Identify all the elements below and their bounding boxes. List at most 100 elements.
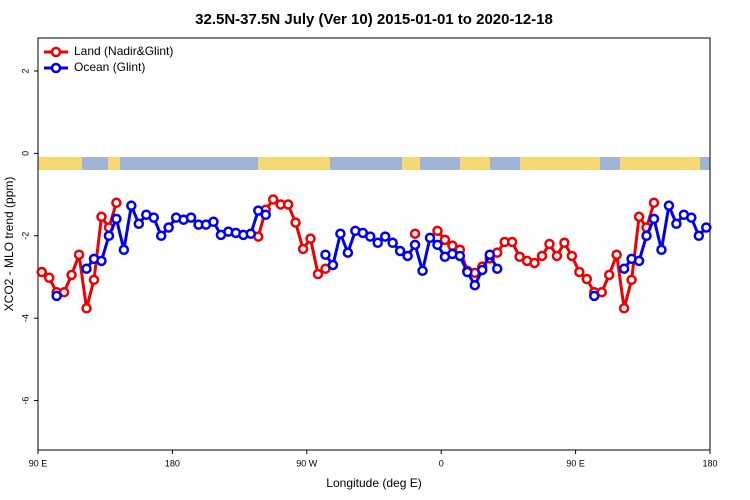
x-tick-label: 180 xyxy=(165,458,180,468)
series-point xyxy=(43,272,55,284)
series-point xyxy=(66,269,77,281)
series-point xyxy=(81,303,92,314)
series-point xyxy=(641,230,652,242)
series-point xyxy=(36,266,47,278)
legend-marker xyxy=(50,46,62,58)
y-tick-label: 2 xyxy=(20,68,30,73)
series-point xyxy=(633,211,645,223)
series-point xyxy=(372,237,383,249)
series-point xyxy=(208,216,219,228)
x-tick-label: 90 E xyxy=(29,458,48,468)
series-point xyxy=(409,239,421,251)
series-point xyxy=(185,212,197,223)
y-tick-label: -2 xyxy=(20,232,30,240)
series-point xyxy=(432,239,443,251)
series-point xyxy=(103,230,115,242)
series-point xyxy=(693,230,705,242)
series-point xyxy=(663,200,675,211)
x-tick-label: 0 xyxy=(439,458,444,468)
series-point xyxy=(671,218,682,230)
y-tick-label: -4 xyxy=(20,314,30,322)
series-point xyxy=(424,232,436,244)
series-point xyxy=(260,209,271,220)
series-point xyxy=(81,263,92,274)
legend-label: Land (Nadir&Glint) xyxy=(74,44,173,58)
series-point xyxy=(536,250,548,262)
series-point xyxy=(551,250,563,262)
series-point xyxy=(111,197,122,209)
land-patch xyxy=(38,157,82,170)
series-point xyxy=(387,237,398,249)
y-axis-label: XCO2 - MLO trend (ppm) xyxy=(2,177,16,312)
series-point xyxy=(409,228,421,239)
series-point xyxy=(618,263,630,274)
series-point xyxy=(148,212,159,223)
x-tick-label: 90 E xyxy=(566,458,585,468)
series-point xyxy=(312,268,324,280)
land-patch xyxy=(460,157,490,170)
series-point xyxy=(648,213,660,225)
series-point xyxy=(611,249,622,260)
y-tick-label: 0 xyxy=(20,151,30,156)
series-point xyxy=(96,255,107,267)
series-point xyxy=(73,249,85,260)
ocean-strip xyxy=(38,157,710,170)
plot-frame xyxy=(37,37,711,451)
y-tick-label: -6 xyxy=(20,397,30,405)
series-point xyxy=(133,218,145,230)
series-point xyxy=(633,255,645,267)
series-point xyxy=(282,199,294,210)
series-point xyxy=(267,194,279,205)
land-patch xyxy=(520,157,600,170)
series-point xyxy=(51,290,62,302)
series-point xyxy=(245,228,257,239)
series-point xyxy=(506,236,518,248)
series-point xyxy=(342,247,354,258)
x-tick-label: 180 xyxy=(702,458,717,468)
series-point xyxy=(484,249,495,260)
series-point xyxy=(320,249,331,260)
series-point xyxy=(96,211,107,223)
series-point xyxy=(297,243,309,255)
series-point xyxy=(253,205,264,216)
surface-strip xyxy=(38,157,710,170)
series-point xyxy=(618,303,630,314)
series-point xyxy=(126,200,137,211)
series-point xyxy=(491,263,503,274)
series-point xyxy=(155,230,167,242)
series-point xyxy=(305,233,316,244)
series-point xyxy=(469,279,481,291)
series-point xyxy=(111,213,122,225)
series-point xyxy=(686,212,697,223)
series-point xyxy=(701,222,712,233)
series-point xyxy=(603,269,615,281)
x-tick-label: 90 W xyxy=(296,458,318,468)
series-point xyxy=(335,228,346,239)
land-patch xyxy=(108,157,120,170)
legend-label: Ocean (Glint) xyxy=(74,60,145,74)
series-point xyxy=(648,197,660,209)
series-point xyxy=(529,257,540,269)
series-point xyxy=(118,244,130,256)
series-point xyxy=(462,266,473,278)
series-point xyxy=(581,273,593,285)
series-point xyxy=(566,250,578,262)
series-point xyxy=(544,238,555,250)
series-point xyxy=(327,259,339,271)
series-point xyxy=(402,250,413,262)
series-point xyxy=(379,231,391,242)
series-point xyxy=(365,231,376,242)
series-point xyxy=(626,274,637,286)
land-patch xyxy=(402,157,420,170)
legend-marker xyxy=(50,62,62,74)
series-point xyxy=(514,251,525,263)
series-point xyxy=(432,225,443,237)
series-point xyxy=(439,234,451,246)
series-point xyxy=(477,264,488,276)
x-axis-label: Longitude (deg E) xyxy=(326,476,421,490)
series-point xyxy=(589,290,600,302)
series-line xyxy=(256,197,327,277)
series-point xyxy=(454,250,466,262)
